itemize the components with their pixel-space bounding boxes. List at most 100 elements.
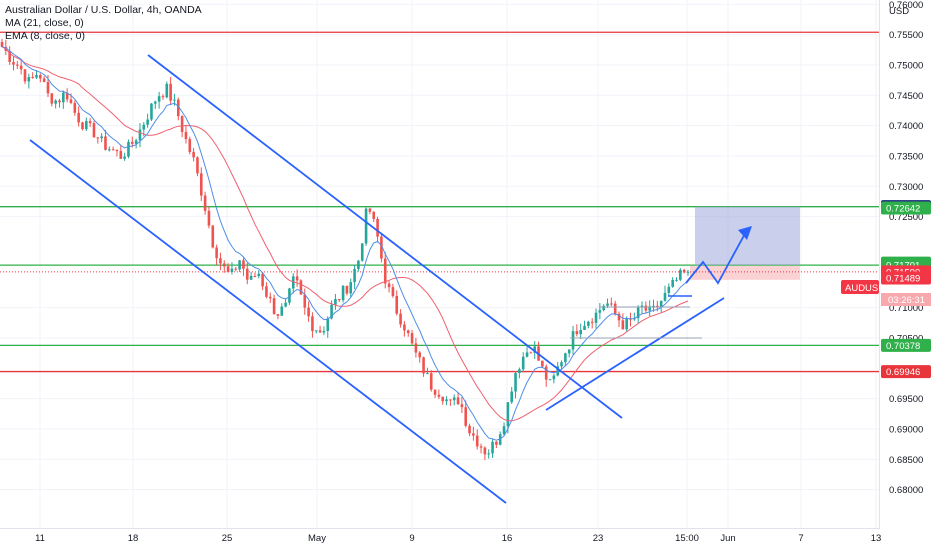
candle-body [138,129,142,141]
candle-body [372,211,376,220]
candle-body [468,425,471,434]
channel-lower-line[interactable] [29,139,507,504]
x-tick-label: 18 [128,533,139,544]
candle-body [456,397,460,405]
projection-path[interactable] [685,229,748,285]
candle-body [606,303,609,306]
candle-body [253,275,257,277]
candle-body [567,349,571,354]
symbol-tag: AUDUSD [841,280,885,294]
candle-body [583,325,586,330]
ascending-support-line[interactable] [545,297,725,411]
candle-body [173,99,176,101]
candle-body [150,103,153,120]
horizontal-levels [0,31,880,373]
candle-body [602,305,605,311]
candle-body [314,330,318,332]
candle-body [188,139,192,152]
candle-body [437,394,441,397]
legend-ma[interactable]: MA (21, close, 0) [5,17,84,29]
candle-body [134,140,138,144]
candle-body [288,288,291,303]
candle-body [142,124,146,130]
candle-body [464,407,468,426]
candle-body [58,100,61,103]
candle-body [472,433,475,436]
x-tick-label: 16 [502,533,513,544]
candle-body [418,352,422,358]
y-tick-label: 0.76000 [889,0,923,11]
countdown-bg [881,293,931,306]
projection-arrowhead[interactable] [738,226,752,240]
candle-body [594,312,598,323]
candle-body [50,93,54,104]
candle-body [656,305,659,307]
candle-body [399,313,402,325]
countdown-badge: 03:26:31 [881,293,931,306]
price-badge-label: 0.70378 [886,341,920,352]
candle-body [291,276,295,289]
candle-body [272,298,276,315]
candle-body [541,360,544,367]
candle-body [85,121,88,130]
x-tick-label: Jun [720,533,735,544]
candle-body [452,397,456,401]
price-badge-0.69946[interactable] [881,365,931,379]
candle-body [629,318,632,320]
candle-body [108,149,111,151]
candle-body [238,260,241,270]
candle-body [479,446,483,448]
x-tick-label: 9 [409,533,414,544]
candle-body [215,247,218,259]
candle-body [644,305,648,311]
legend-ema[interactable]: EMA (8, close, 0) [5,30,85,42]
candle-body [169,83,172,101]
time-axis-ticks: 11 18 25 May 9 16 23 15:00 Jun 7 13 [35,533,881,544]
candle-body [337,298,341,301]
chart-legend: Australian Dollar / U.S. Dollar, 4h, OAN… [5,4,202,43]
candle-body [341,285,345,301]
candle-body [575,331,579,335]
candle-body [123,156,126,159]
candle-body [249,275,253,280]
candle-body [0,41,4,47]
candle-body [391,287,395,296]
channel-upper-line[interactable] [147,54,623,419]
candle-body [376,219,379,237]
candle-body [65,92,69,100]
candle-body [31,77,34,79]
candle-body [62,92,65,103]
candle-body [675,279,678,281]
candle-body [211,225,215,248]
ma-21-line [1,46,689,422]
candle-body [165,83,169,98]
candle-body [579,329,582,335]
price-badge-0.71489[interactable] [881,271,931,285]
price-badge-0.72642[interactable] [881,201,931,215]
ema-8-line [1,46,689,441]
trend-drawings[interactable] [29,54,752,504]
candle-body [27,77,31,82]
candle-body [422,357,425,374]
countdown-label: 03:26:31 [888,295,925,306]
x-tick-label: May [308,533,326,544]
candle-body [92,123,96,138]
legend-symbol[interactable]: Australian Dollar / U.S. Dollar, 4h, OAN… [5,4,202,16]
candle-body [81,122,84,130]
price-badges[interactable]: 0.726640.726420.717340.717010.715900.714… [881,200,931,379]
x-tick-label: 23 [593,533,604,544]
price-badge-0.70378[interactable] [881,338,931,352]
candle-body [441,396,445,402]
candle-body [115,150,119,152]
y-tick-label: 0.74500 [889,91,923,102]
candle-body [349,282,353,294]
candle-body [625,318,628,330]
candle-body [230,268,234,272]
candle-body [303,294,307,308]
candle-body [261,273,264,287]
candle-body [529,352,533,354]
candle-body [406,330,410,334]
candle-body [219,258,222,264]
candlestick-series [0,38,690,461]
